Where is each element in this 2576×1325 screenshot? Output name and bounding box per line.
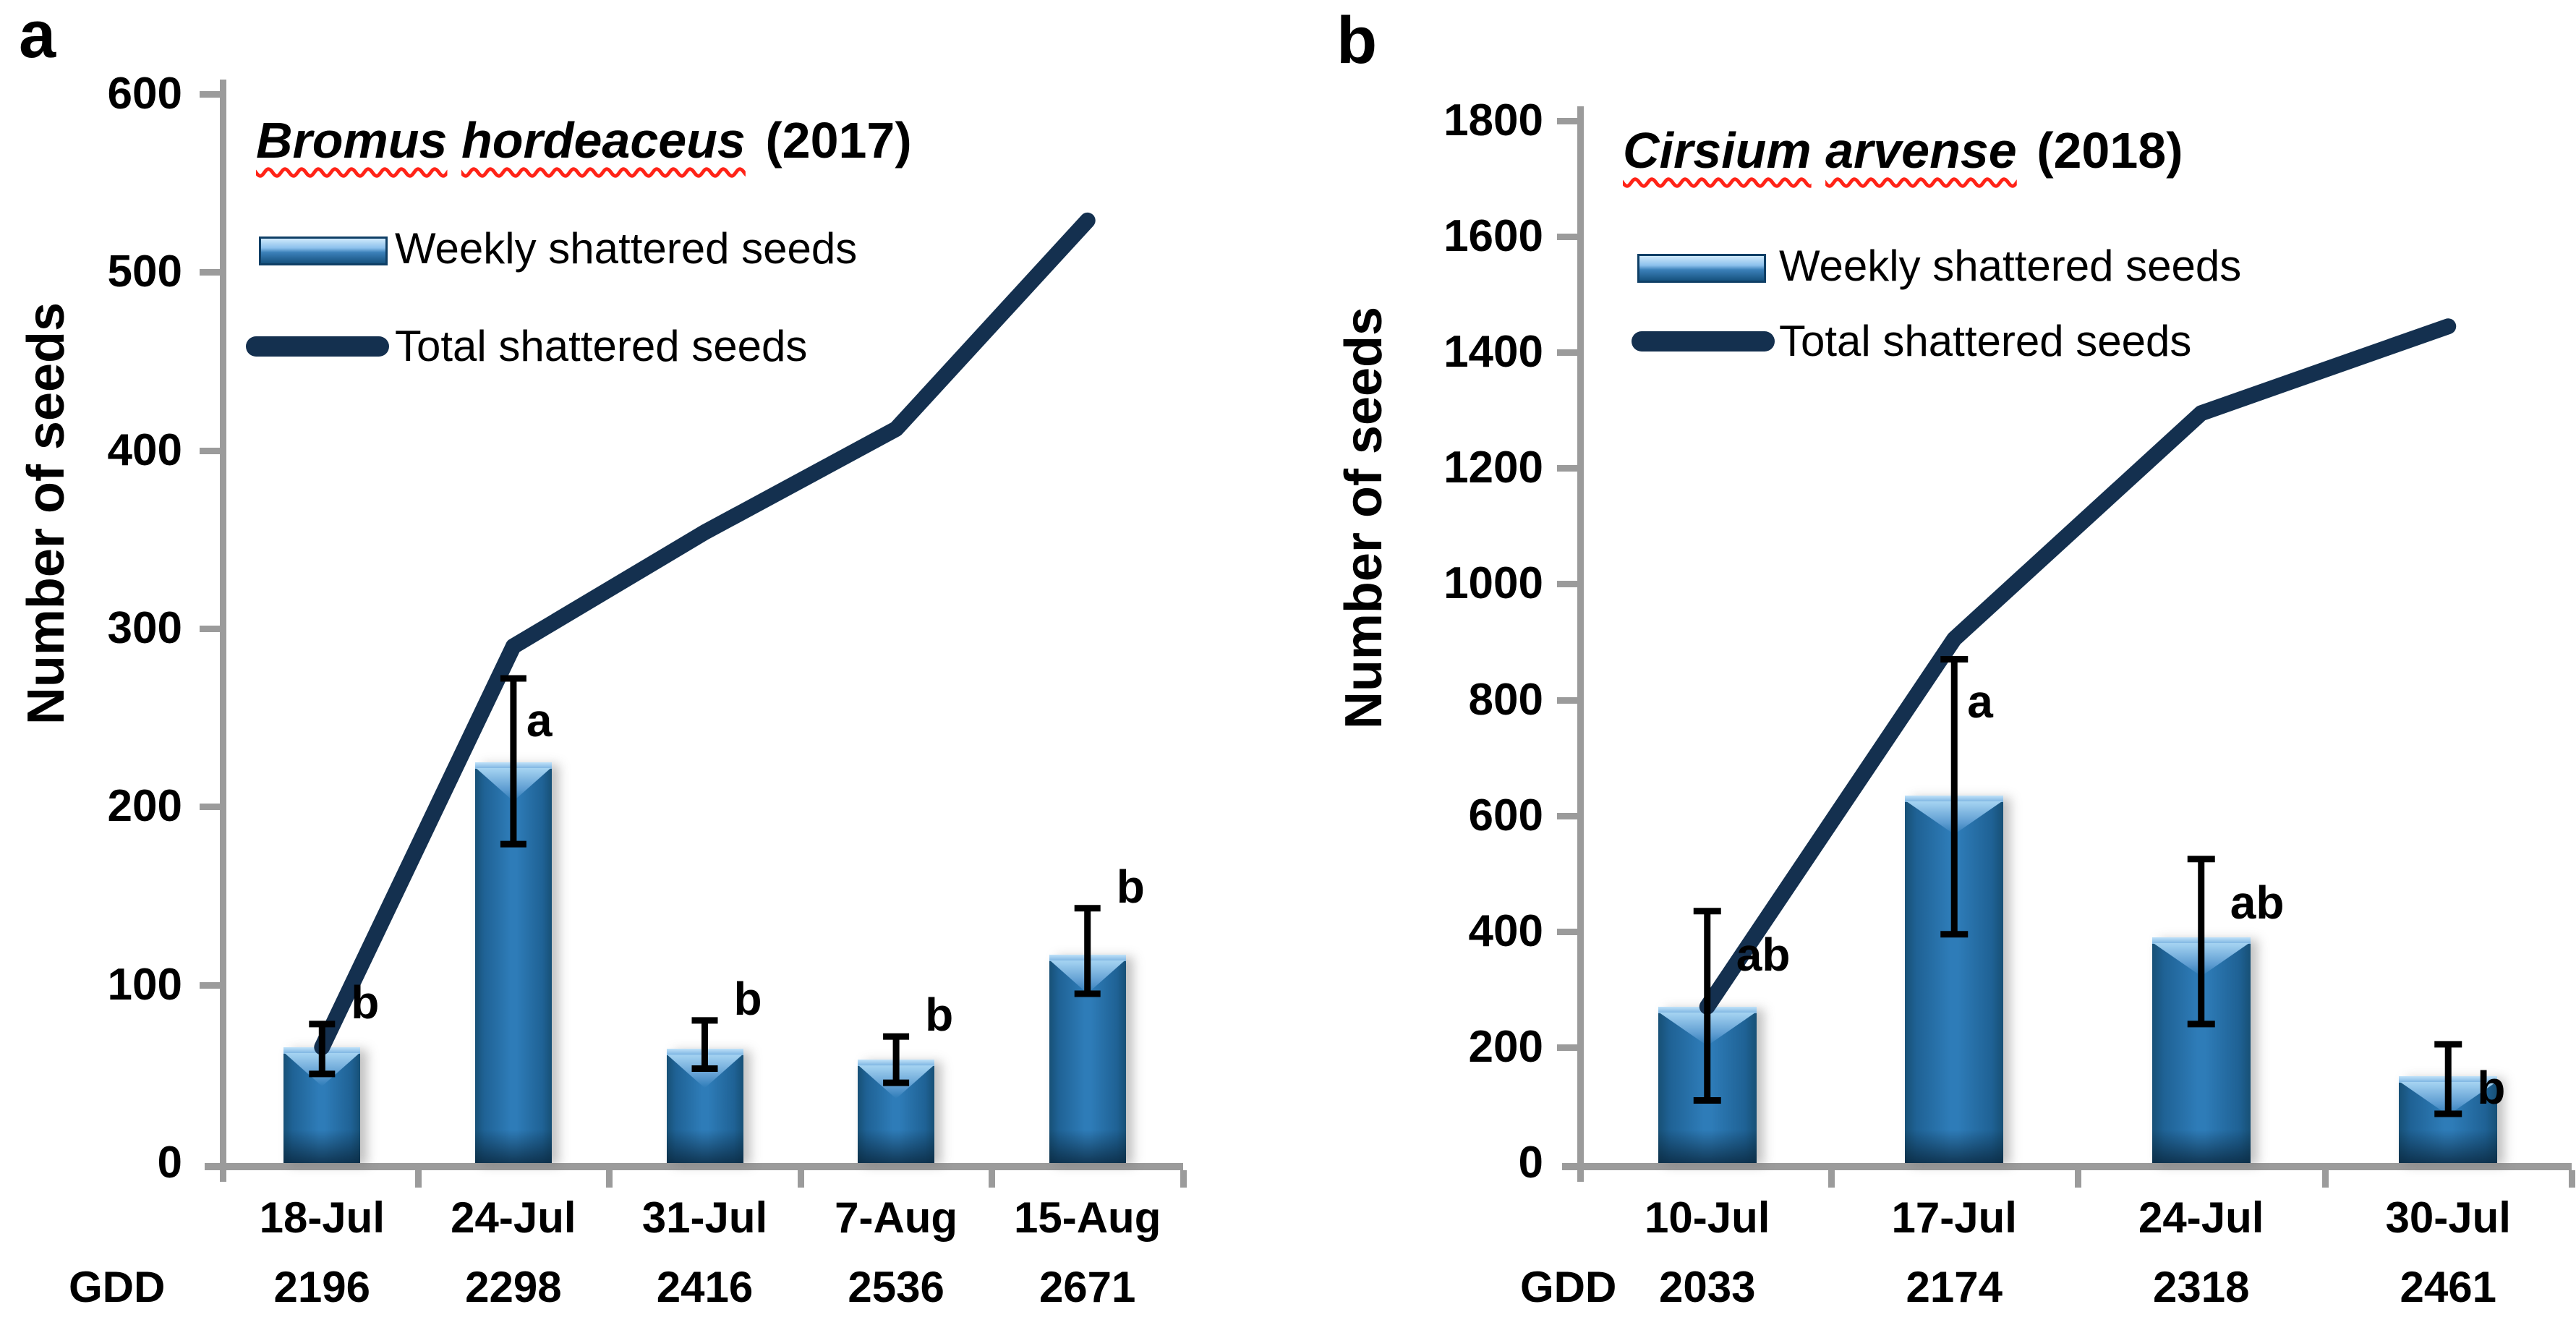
legend-total-label: Total shattered seeds <box>1779 317 2192 365</box>
total-line <box>1699 318 2457 1015</box>
y-tick-label: 600 <box>1468 790 1543 840</box>
x-category-label: 31-Jul <box>641 1193 768 1242</box>
legend-total-line-swatch <box>1632 331 1775 352</box>
panel-letter: a <box>19 0 56 72</box>
weekly-bar <box>1658 1006 1757 1163</box>
y-tick <box>200 91 220 98</box>
y-tick <box>1557 234 1577 241</box>
sig-letter: ab <box>2230 876 2285 929</box>
x-axis <box>205 1163 1183 1170</box>
title-year: (2018) <box>2037 122 2183 179</box>
x-tick <box>2075 1170 2081 1188</box>
gdd-value: 2174 <box>1906 1263 2003 1311</box>
y-axis <box>1577 106 1584 1182</box>
y-tick-label: 300 <box>107 603 182 653</box>
species-name-word: arvense <box>1825 122 2017 179</box>
chart-title: Cirsium arvense (2018) <box>1623 120 2183 181</box>
gdd-value: 2536 <box>848 1263 944 1311</box>
x-category-label: 15-Aug <box>1014 1193 1161 1242</box>
weekly-bar <box>2151 937 2251 1163</box>
x-axis <box>1562 1163 2572 1170</box>
x-category-label: 18-Jul <box>259 1193 385 1242</box>
sig-letter: b <box>351 976 380 1028</box>
y-axis <box>220 80 226 1182</box>
sig-letter: b <box>1116 860 1145 913</box>
y-tick <box>1557 465 1577 472</box>
y-tick <box>1557 118 1577 124</box>
x-tick <box>989 1170 996 1188</box>
species-name-word: hordeaceus <box>461 112 746 169</box>
x-tick <box>2569 1170 2575 1188</box>
gdd-value: 2298 <box>465 1263 562 1311</box>
y-tick-label: 800 <box>1468 674 1543 725</box>
gdd-value: 2671 <box>1038 1263 1136 1311</box>
sig-letter: b <box>2477 1061 2506 1114</box>
y-tick-label: 1400 <box>1443 327 1543 378</box>
sig-letter: a <box>1967 675 1993 728</box>
weekly-bar <box>1905 795 2004 1163</box>
y-tick <box>1557 812 1577 819</box>
x-tick <box>1827 1170 1835 1188</box>
y-tick-label: 200 <box>107 781 182 832</box>
species-name-word: Cirsium <box>1623 122 1812 179</box>
y-tick <box>200 626 220 632</box>
gdd-row-label: GDD <box>69 1263 166 1311</box>
y-tick-label: 500 <box>107 247 182 297</box>
sig-letter: ab <box>1736 928 1791 981</box>
gdd-value: 2416 <box>656 1263 754 1311</box>
y-tick <box>1557 1044 1577 1051</box>
y-tick-label: 0 <box>1518 1138 1543 1188</box>
x-category-label: 17-Jul <box>1891 1193 2017 1242</box>
title-year: (2017) <box>765 112 912 169</box>
error-bars <box>1693 656 2462 1117</box>
y-tick-label: 1200 <box>1443 443 1543 493</box>
y-tick <box>1557 928 1577 935</box>
gdd-value: 2461 <box>2400 1263 2496 1311</box>
gdd-value: 2318 <box>2153 1263 2250 1311</box>
panel-letter: b <box>1336 4 1378 77</box>
sig-letter: b <box>733 972 762 1025</box>
x-category-label: 10-Jul <box>1645 1193 1770 1242</box>
y-tick-label: 400 <box>1468 906 1543 956</box>
x-category-label: 30-Jul <box>2385 1193 2511 1242</box>
x-category-label: 24-Jul <box>451 1193 576 1242</box>
y-tick-label: 600 <box>107 69 182 119</box>
x-tick <box>1180 1170 1187 1188</box>
y-tick-label: 1800 <box>1443 95 1543 145</box>
sig-letter: a <box>526 694 553 746</box>
y-tick-label: 1000 <box>1443 558 1543 609</box>
legend-weekly-label: Weekly shattered seeds <box>1779 242 2242 290</box>
y-tick <box>200 269 220 276</box>
y-tick <box>200 981 220 989</box>
y-tick-label: 100 <box>107 959 182 1010</box>
x-tick <box>2321 1170 2329 1188</box>
y-tick <box>200 447 220 454</box>
gdd-value: 2196 <box>273 1263 371 1311</box>
legend-weekly-bar-swatch <box>1637 254 1766 283</box>
y-tick <box>1557 349 1577 357</box>
gdd-row-label: GDD <box>1520 1263 1617 1311</box>
y-tick <box>1557 581 1577 588</box>
x-tick <box>797 1170 804 1188</box>
y-tick <box>1557 696 1577 704</box>
chart-title: Bromus hordeaceus (2017) <box>256 110 912 171</box>
gdd-value: 2033 <box>1659 1263 1756 1311</box>
sig-letter: b <box>925 989 954 1041</box>
species-name-word: Bromus <box>256 112 448 169</box>
y-tick-label: 1600 <box>1443 211 1543 262</box>
x-category-label: 7-Aug <box>835 1193 958 1242</box>
x-category-label: 24-Jul <box>2138 1193 2264 1242</box>
y-tick-label: 200 <box>1468 1021 1543 1072</box>
x-tick <box>414 1170 422 1188</box>
y-tick <box>200 804 220 811</box>
y-tick-label: 0 <box>157 1138 182 1188</box>
y-tick-label: 400 <box>107 425 182 475</box>
x-tick <box>606 1170 613 1188</box>
